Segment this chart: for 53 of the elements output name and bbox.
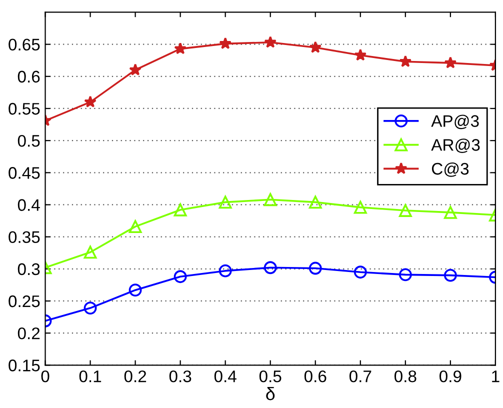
x-tick-label: 0.6 bbox=[304, 370, 326, 382]
y-tick-label: 0.45 bbox=[8, 167, 40, 179]
x-tick-label: 0.9 bbox=[440, 370, 462, 382]
y-tick-label: 0.6 bbox=[18, 70, 40, 83]
point bbox=[174, 270, 187, 284]
point bbox=[129, 64, 142, 76]
y-tick-label: 0.3 bbox=[18, 263, 40, 276]
point bbox=[399, 55, 412, 68]
y-tick-label: 0.4 bbox=[18, 199, 40, 211]
y-tick-label: 0.2 bbox=[18, 327, 40, 340]
legend-label: C@3 bbox=[432, 162, 469, 177]
point bbox=[444, 56, 457, 68]
point bbox=[218, 264, 232, 278]
y-tick-label: 0.5 bbox=[18, 134, 40, 147]
point bbox=[219, 37, 232, 50]
y-tick-label: 0.35 bbox=[8, 231, 40, 244]
point bbox=[308, 196, 322, 209]
x-tick-label: 0 bbox=[41, 370, 50, 382]
point bbox=[444, 206, 457, 219]
point bbox=[308, 262, 322, 275]
x-tick-label: 0.2 bbox=[124, 370, 146, 382]
x-tick-label: 0.7 bbox=[349, 370, 372, 382]
point bbox=[444, 268, 457, 282]
point bbox=[309, 41, 322, 53]
point bbox=[84, 246, 97, 259]
point bbox=[218, 196, 232, 209]
point bbox=[354, 48, 367, 61]
point bbox=[264, 193, 277, 206]
legend-label: AP@3 bbox=[431, 114, 479, 130]
point bbox=[128, 284, 142, 297]
x-axis-title: δ bbox=[266, 386, 275, 400]
y-tick-label: 0.15 bbox=[8, 360, 40, 372]
legend-label: AR@3 bbox=[431, 138, 480, 153]
point bbox=[128, 220, 142, 234]
x-tick-label: 0.3 bbox=[169, 370, 192, 382]
point bbox=[84, 302, 97, 315]
x-tick-label: 1 bbox=[492, 370, 500, 382]
point bbox=[398, 204, 412, 217]
point bbox=[354, 200, 367, 214]
point bbox=[174, 203, 187, 216]
x-tick-label: 0.5 bbox=[259, 370, 282, 382]
x-tick-label: 0.8 bbox=[394, 370, 416, 382]
point bbox=[264, 261, 277, 274]
point bbox=[398, 268, 412, 282]
point bbox=[354, 266, 367, 279]
y-tick-label: 0.25 bbox=[8, 295, 40, 308]
point bbox=[264, 36, 277, 48]
y-tick-label: 0.55 bbox=[8, 102, 40, 115]
point bbox=[84, 96, 96, 108]
x-tick-label: 0.1 bbox=[79, 370, 102, 382]
point bbox=[174, 42, 187, 54]
x-tick-label: 0.4 bbox=[214, 370, 236, 382]
y-tick-label: 0.65 bbox=[8, 38, 40, 51]
